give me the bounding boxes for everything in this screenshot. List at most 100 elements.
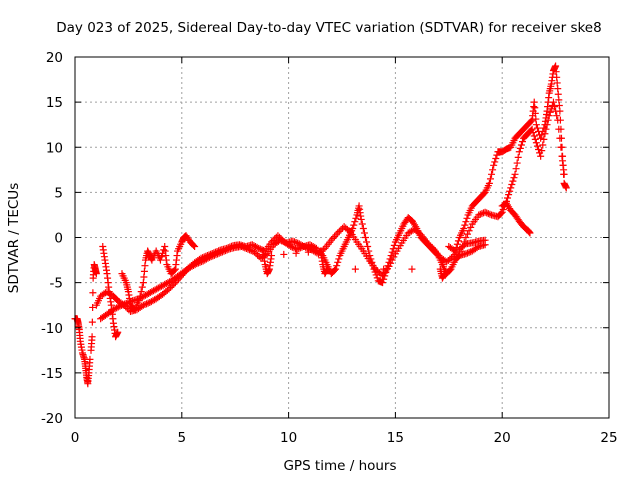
data-point-marker — [239, 243, 247, 251]
data-point-marker — [335, 255, 343, 263]
data-point-marker — [329, 234, 337, 242]
data-point-marker — [349, 224, 357, 232]
data-point-marker — [122, 299, 130, 307]
data-point-marker — [489, 166, 497, 174]
data-point-marker — [303, 244, 311, 252]
data-point-marker — [214, 250, 222, 258]
data-point-marker — [463, 214, 471, 222]
data-point-marker — [304, 248, 312, 256]
data-point-marker — [88, 333, 96, 341]
data-point-marker — [288, 243, 296, 251]
data-point-marker — [138, 283, 146, 291]
data-point-marker — [537, 134, 545, 142]
y-tick-label: 5 — [54, 185, 63, 201]
y-tick-label: -20 — [41, 411, 63, 427]
data-point-marker — [92, 270, 100, 278]
x-tick-label: 15 — [387, 430, 404, 446]
y-tick-label: 20 — [46, 50, 63, 66]
data-point-marker — [209, 252, 217, 260]
x-tick-label: 0 — [71, 430, 80, 446]
data-point-marker — [302, 243, 310, 251]
data-point-marker — [125, 298, 133, 306]
data-point-marker — [191, 243, 199, 251]
data-point-marker — [218, 248, 226, 256]
data-point-marker — [241, 244, 249, 252]
data-point-marker — [539, 141, 547, 149]
data-point-marker — [462, 250, 470, 258]
data-point-marker — [546, 108, 554, 116]
data-point-marker — [481, 236, 489, 244]
data-point-marker — [488, 170, 496, 178]
data-point-marker — [543, 121, 551, 129]
data-point-marker — [516, 144, 524, 152]
data-point-marker — [528, 125, 536, 133]
data-point-marker — [246, 246, 254, 254]
data-point-marker — [358, 220, 366, 228]
data-point-marker — [415, 229, 423, 237]
tick-labels: 0 5 10 15 20 25 -20 -15 -10 -5 0 5 10 15 20 — [41, 50, 618, 446]
y-tick-label: 10 — [46, 140, 63, 156]
data-point-marker — [124, 299, 132, 307]
data-point-marker — [544, 116, 552, 124]
data-series — [498, 199, 534, 237]
data-point-marker — [292, 238, 300, 246]
data-point-marker — [557, 143, 565, 151]
data-point-marker — [247, 247, 255, 255]
data-point-marker — [333, 262, 341, 270]
data-point-marker — [562, 184, 570, 192]
data-point-marker — [335, 227, 343, 235]
data-point-marker — [377, 270, 385, 278]
data-point-marker — [552, 107, 560, 115]
data-point-marker — [206, 253, 214, 261]
x-tick-label: 25 — [600, 430, 617, 446]
data-point-marker — [293, 245, 301, 253]
data-point-marker — [359, 224, 367, 232]
data-point-marker — [428, 244, 436, 252]
data-point-marker — [492, 155, 500, 163]
data-point-marker — [379, 279, 387, 287]
data-point-marker — [556, 134, 564, 142]
data-point-marker — [538, 131, 546, 139]
data-point-marker — [510, 174, 518, 182]
data-point-marker — [531, 135, 539, 143]
data-point-marker — [425, 240, 433, 248]
data-point-marker — [222, 247, 230, 255]
data-point-marker — [364, 243, 372, 251]
data-point-marker — [465, 227, 473, 235]
data-point-marker — [427, 242, 435, 250]
data-point-marker — [300, 243, 308, 251]
data-point-marker — [238, 243, 246, 251]
data-point-marker — [537, 152, 545, 160]
data-point-marker — [196, 258, 204, 266]
data-point-marker — [352, 214, 360, 222]
y-tick-label: 15 — [46, 95, 63, 111]
data-point-marker — [462, 234, 470, 241]
data-point-marker — [139, 301, 147, 309]
data-point-marker — [447, 254, 455, 262]
data-point-marker — [190, 241, 198, 249]
grid-lines — [75, 57, 609, 418]
data-point-marker — [455, 252, 463, 260]
data-point-marker — [530, 132, 538, 140]
data-point-marker — [538, 147, 546, 155]
y-tick-label: -15 — [41, 366, 63, 382]
data-point-marker — [553, 112, 561, 120]
data-point-marker — [526, 229, 534, 237]
data-point-marker — [252, 250, 260, 258]
data-point-marker — [137, 288, 145, 296]
chart-title: Day 023 of 2025, Sidereal Day-to-day VTE… — [56, 20, 601, 36]
data-point-marker — [334, 229, 342, 237]
data-point-marker — [535, 146, 543, 154]
data-point-marker — [541, 130, 549, 138]
data-point-marker — [390, 241, 398, 249]
data-point-marker — [452, 244, 460, 252]
data-point-marker — [331, 266, 339, 274]
data-point-marker — [380, 275, 388, 283]
data-point-marker — [542, 125, 550, 133]
data-point-marker — [554, 116, 562, 124]
data-point-marker — [462, 218, 470, 226]
data-point-marker — [533, 124, 541, 132]
data-point-marker — [168, 282, 176, 290]
data-point-marker — [116, 302, 124, 310]
data-point-marker — [212, 251, 220, 259]
